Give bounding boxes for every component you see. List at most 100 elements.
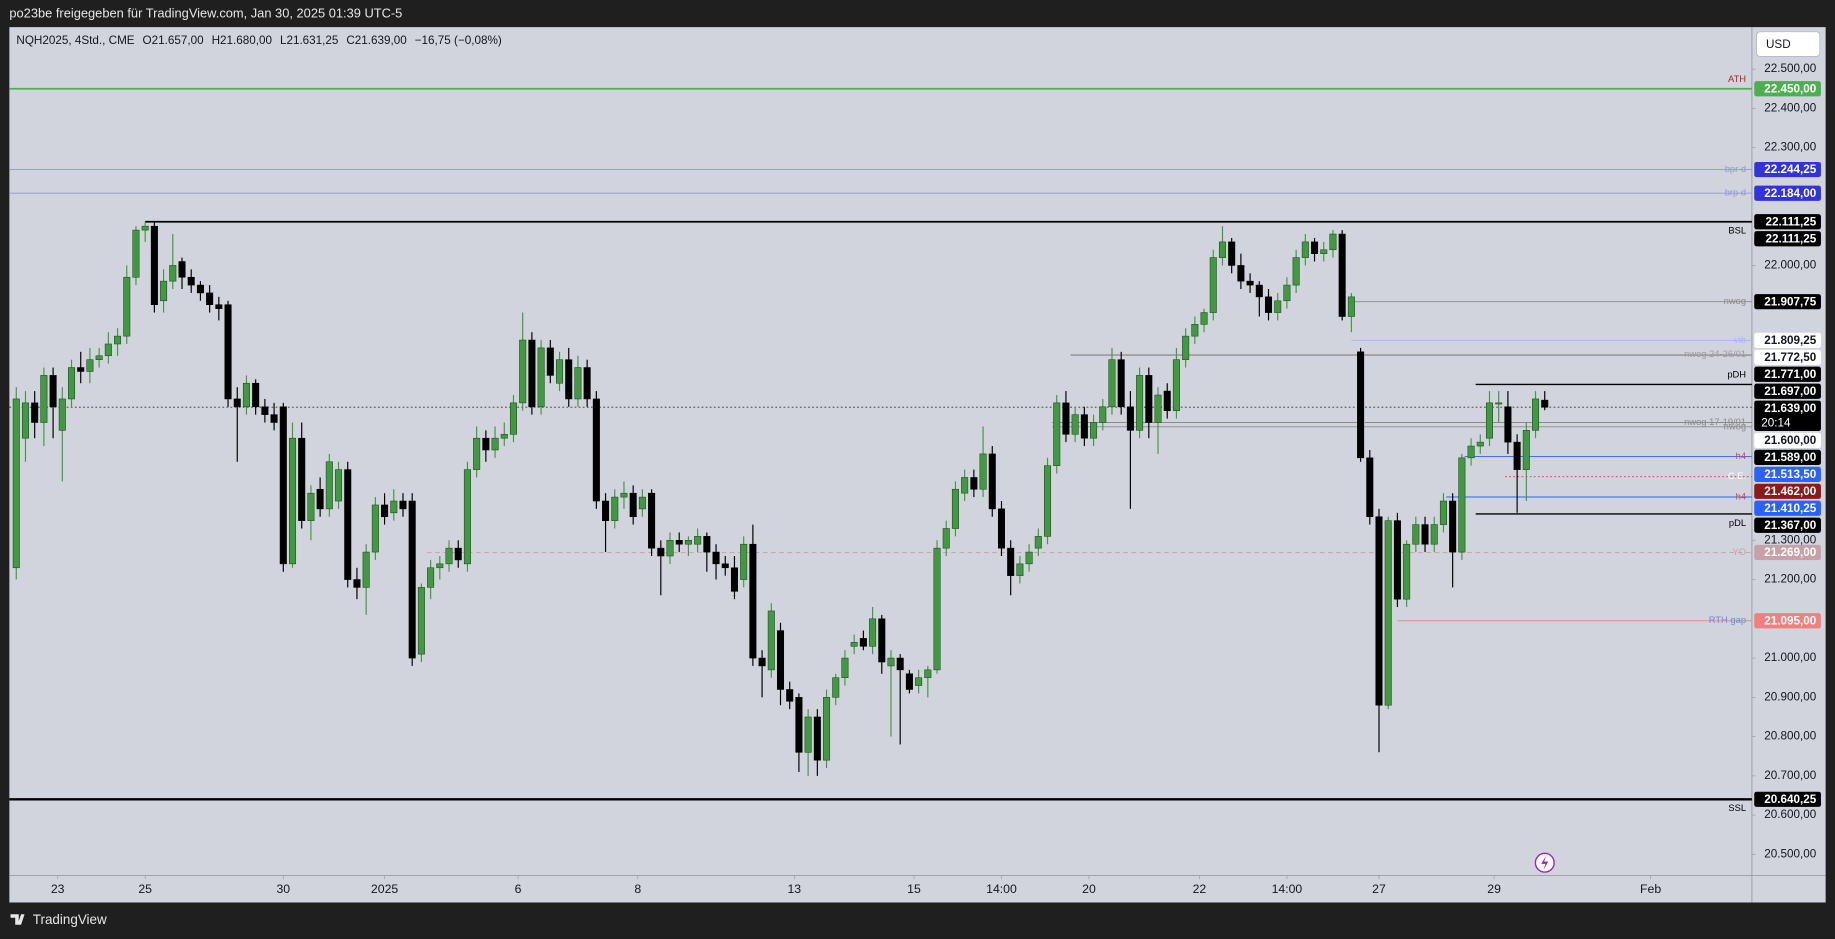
candle-body bbox=[519, 339, 527, 404]
candle bbox=[1541, 391, 1549, 411]
candle-body bbox=[1062, 402, 1070, 435]
level-label: pDL bbox=[1729, 518, 1746, 528]
candle bbox=[712, 544, 720, 580]
candle-body bbox=[583, 367, 591, 400]
candle-body bbox=[823, 697, 831, 761]
candle bbox=[298, 422, 306, 529]
candle bbox=[933, 540, 941, 674]
candle-body bbox=[1080, 414, 1088, 439]
candle bbox=[473, 426, 481, 478]
candle bbox=[629, 485, 637, 525]
candle-body bbox=[1495, 402, 1503, 405]
candle bbox=[961, 469, 969, 502]
y-tick-label: 20.900,00 bbox=[1764, 690, 1816, 703]
candle bbox=[887, 650, 895, 737]
candle-body bbox=[1209, 257, 1217, 313]
candle-body bbox=[288, 437, 297, 565]
y-tick-label: 22.400,00 bbox=[1764, 102, 1816, 115]
level-label: h4 bbox=[1736, 491, 1746, 501]
candle bbox=[224, 300, 232, 407]
price-badge-label: 21.095,00 bbox=[1764, 614, 1816, 627]
candle-body bbox=[1200, 312, 1208, 325]
x-tick-label: 14:00 bbox=[986, 882, 1017, 896]
candle bbox=[1145, 367, 1153, 439]
candle bbox=[1393, 512, 1401, 608]
candle-body bbox=[979, 453, 987, 490]
candle bbox=[684, 536, 692, 556]
candle-body bbox=[509, 402, 517, 435]
level-label: ATH bbox=[1728, 74, 1746, 84]
candle-body bbox=[1007, 547, 1015, 576]
candle-body bbox=[261, 406, 269, 415]
candle bbox=[1532, 391, 1540, 439]
legend-symbol: NQH2025, 4Std., CME bbox=[16, 34, 134, 47]
candle bbox=[31, 391, 39, 439]
candle bbox=[169, 234, 177, 290]
candle bbox=[1154, 387, 1162, 454]
candle bbox=[252, 379, 260, 415]
candle-body bbox=[21, 402, 29, 439]
candle-body bbox=[859, 638, 867, 647]
y-tick-label: 22.500,00 bbox=[1764, 62, 1816, 75]
candle-body bbox=[1347, 296, 1355, 317]
candle-body bbox=[123, 276, 131, 337]
price-badge bbox=[1754, 231, 1821, 247]
candle bbox=[353, 567, 361, 600]
candle bbox=[905, 669, 913, 694]
candle-body bbox=[841, 657, 849, 678]
candle bbox=[1403, 540, 1411, 608]
candle-body bbox=[31, 402, 39, 423]
level-label: nwog 17-19/01 bbox=[1684, 417, 1746, 427]
price-badge-label: 21.772,50 bbox=[1764, 351, 1816, 364]
price-badge-label: 21.697,00 bbox=[1764, 385, 1816, 398]
level-label: C.E. bbox=[1728, 471, 1746, 481]
price-badge bbox=[1754, 81, 1821, 97]
candle bbox=[49, 367, 57, 439]
candle bbox=[1485, 391, 1494, 447]
candle-body bbox=[169, 265, 177, 282]
candle-body bbox=[1449, 500, 1457, 553]
candle-body bbox=[997, 508, 1006, 549]
candle bbox=[463, 461, 471, 572]
candle bbox=[611, 489, 619, 529]
candle-body bbox=[104, 343, 112, 357]
candle-body bbox=[786, 689, 794, 702]
candle bbox=[1366, 449, 1374, 525]
candle-body bbox=[537, 347, 545, 408]
price-badge bbox=[1754, 791, 1821, 807]
candle bbox=[270, 402, 278, 431]
candle bbox=[1421, 516, 1429, 553]
candle-body bbox=[335, 469, 343, 502]
candle bbox=[1458, 453, 1466, 560]
price-badge-label: 21.269,00 bbox=[1764, 546, 1816, 559]
candle bbox=[730, 555, 738, 600]
candle-body bbox=[1338, 233, 1346, 317]
candle-body bbox=[1090, 422, 1098, 439]
candle bbox=[215, 296, 223, 321]
y-tick-label: 21.300,00 bbox=[1764, 533, 1816, 546]
level-label: brp d bbox=[1725, 188, 1746, 198]
candle bbox=[1136, 367, 1144, 439]
candle-body bbox=[675, 539, 683, 545]
candle-body bbox=[1108, 359, 1116, 408]
candle bbox=[178, 257, 186, 290]
candle-body bbox=[1191, 324, 1199, 337]
candle bbox=[1329, 230, 1337, 258]
candle bbox=[261, 398, 269, 423]
candle-body bbox=[206, 292, 214, 306]
candle-body bbox=[270, 414, 278, 423]
candle-body bbox=[1421, 524, 1429, 545]
y-tick-label: 20.500,00 bbox=[1764, 847, 1816, 860]
candle-body bbox=[1172, 359, 1180, 412]
candle-body bbox=[767, 610, 775, 671]
candle bbox=[970, 469, 978, 498]
currency-box[interactable] bbox=[1756, 31, 1821, 57]
candle bbox=[795, 693, 803, 772]
candle-body bbox=[1329, 233, 1337, 251]
candle-body bbox=[1025, 551, 1033, 565]
candle bbox=[1007, 540, 1015, 596]
candle bbox=[813, 709, 821, 776]
candle-body bbox=[1403, 543, 1411, 600]
candle bbox=[1200, 308, 1208, 333]
candle bbox=[648, 489, 656, 556]
